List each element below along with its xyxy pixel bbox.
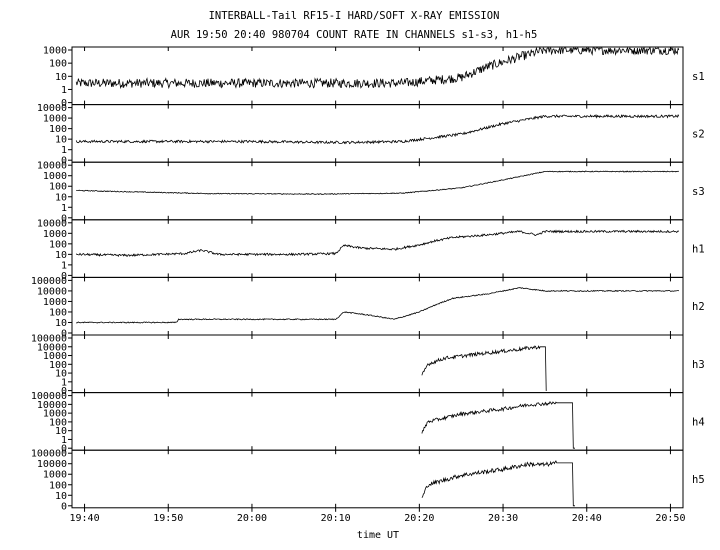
y-tick-label-h5: 10 — [55, 491, 67, 502]
y-tick-label-s3: 10 — [55, 192, 67, 203]
panel-label-s1: s1 — [692, 71, 705, 83]
y-tick-label-s1: 0 — [61, 98, 67, 109]
y-tick-label-h3: 1 — [61, 377, 67, 388]
y-tick-label-s3: 0 — [61, 213, 67, 224]
y-tick-label-s2: 10 — [55, 135, 67, 146]
panel-frame-h4 — [71, 392, 684, 451]
x-tick-label: 19:40 — [70, 513, 100, 524]
y-tick-label-h2: 10000 — [37, 286, 67, 297]
series-line-h1 — [75, 229, 680, 257]
y-tick-label-s1: 1 — [61, 85, 67, 96]
y-tick-label-h2: 1000 — [43, 297, 67, 308]
panel-label-h2: h2 — [692, 301, 705, 313]
x-tick-label: 20:50 — [655, 513, 685, 524]
y-tick-label-h4: 1 — [61, 435, 67, 446]
y-tick-label-h3: 10000 — [37, 342, 67, 353]
x-axis: 19:40 19:50 20:00 20:10 20:20 20:30 20:40 20:50 — [70, 47, 685, 524]
y-tick-label-s1: 1000 — [43, 46, 67, 57]
series-line-h3 — [421, 345, 547, 392]
y-tick-label-h4: 10000 — [37, 400, 67, 411]
chart-subtitle: AUR 19:50 20:40 980704 COUNT RATE IN CHA… — [171, 29, 538, 41]
series-line-h2 — [76, 287, 680, 324]
panel-frame-h3 — [71, 334, 684, 394]
y-tick-label-h5: 10000 — [37, 459, 67, 470]
y-tick-label-s3: 100 — [49, 182, 67, 193]
x-tick-label: 19:50 — [153, 513, 183, 524]
x-tick-label: 20:00 — [237, 513, 267, 524]
y-tick-label-s1: 10 — [55, 72, 67, 83]
series-line-s3 — [76, 170, 679, 196]
series-line-s2 — [75, 113, 680, 145]
y-tick-label-h3: 0 — [61, 386, 67, 397]
x-tick-label: 20:10 — [321, 513, 351, 524]
y-tick-label-s2: 10000 — [37, 103, 67, 114]
y-tick-label-h5: 100000 — [31, 449, 67, 460]
y-tick-label-h1: 1 — [61, 260, 67, 271]
y-tick-label-h2: 100000 — [31, 276, 67, 287]
y-tick-label-s2: 1000 — [43, 114, 67, 125]
panel-label-h5: h5 — [692, 474, 705, 486]
x-tick-label: 20:20 — [404, 513, 434, 524]
panel-frame-h5 — [71, 449, 684, 509]
panel-frame-s2 — [71, 104, 684, 163]
y-tick-label-s2: 0 — [61, 156, 67, 167]
y-tick-label-s3: 10000 — [37, 161, 67, 172]
y-tick-label-h4: 100 — [49, 417, 67, 428]
y-tick-label-h5: 1000 — [43, 470, 67, 481]
y-tick-label-h4: 1000 — [43, 409, 67, 420]
y-tick-label-h1: 1000 — [43, 229, 67, 240]
panels-group: 10001001010s11000010001001010s2100001000… — [31, 46, 705, 513]
panel-label-s3: s3 — [692, 186, 705, 198]
series-line-s1 — [75, 46, 680, 90]
y-tick-label-h2: 100 — [49, 307, 67, 318]
y-tick-label-h1: 10000 — [37, 218, 67, 229]
y-tick-label-h1: 10 — [55, 250, 67, 261]
y-tick-label-s2: 100 — [49, 124, 67, 135]
panel-frame-s3 — [71, 161, 684, 221]
y-tick-label-h5: 100 — [49, 480, 67, 491]
y-tick-label-h4: 100000 — [31, 391, 67, 402]
panel-label-h4: h4 — [692, 416, 705, 428]
x-axis-label: time UT — [357, 530, 399, 541]
y-tick-label-h5: 0 — [61, 501, 67, 512]
series-line-h4 — [421, 401, 575, 449]
y-tick-label-s2: 1 — [61, 145, 67, 156]
y-tick-label-h1: 100 — [49, 239, 67, 250]
panel-label-h1: h1 — [692, 244, 705, 256]
y-tick-label-h2: 0 — [61, 329, 67, 340]
panel-label-h3: h3 — [692, 359, 705, 371]
y-tick-label-s3: 1000 — [43, 171, 67, 182]
series-line-h5 — [421, 460, 575, 507]
y-tick-label-h2: 10 — [55, 318, 67, 329]
y-tick-label-h3: 1000 — [43, 351, 67, 362]
x-tick-label: 20:40 — [572, 513, 602, 524]
y-tick-label-s3: 1 — [61, 203, 67, 214]
x-tick-label: 20:30 — [488, 513, 518, 524]
y-tick-label-h4: 10 — [55, 426, 67, 437]
y-tick-label-h4: 0 — [61, 444, 67, 455]
y-tick-label-s1: 100 — [49, 59, 67, 70]
chart-title: INTERBALL-Tail RF15-I HARD/SOFT X-RAY EM… — [209, 10, 500, 22]
y-tick-label-h3: 10 — [55, 369, 67, 380]
panel-frame-h2 — [71, 276, 684, 336]
panel-frame-s1 — [71, 46, 684, 106]
panel-label-s2: s2 — [692, 128, 705, 140]
y-tick-label-h3: 100 — [49, 360, 67, 371]
y-tick-label-h1: 0 — [61, 271, 67, 282]
y-tick-label-h3: 100000 — [31, 334, 67, 345]
